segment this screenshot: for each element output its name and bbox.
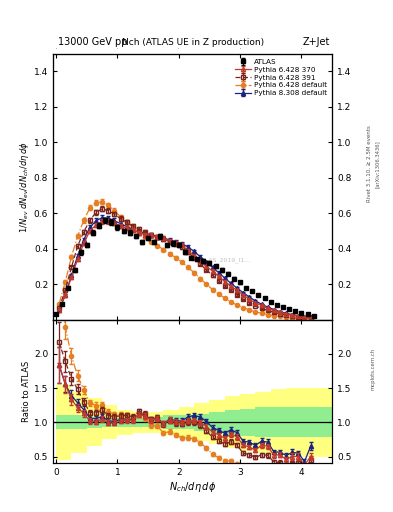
Text: 13000 GeV pp: 13000 GeV pp bbox=[58, 37, 128, 47]
Text: [arXiv:1306.3436]: [arXiv:1306.3436] bbox=[375, 140, 380, 188]
X-axis label: $N_{ch}/d\eta\,d\phi$: $N_{ch}/d\eta\,d\phi$ bbox=[169, 480, 216, 494]
Text: ATLAS_2019_I1...: ATLAS_2019_I1... bbox=[198, 257, 251, 263]
Text: mcplots.cern.ch: mcplots.cern.ch bbox=[371, 348, 376, 390]
Text: Z+Jet: Z+Jet bbox=[303, 37, 330, 47]
Legend: ATLAS, Pythia 6.428 370, Pythia 6.428 391, Pythia 6.428 default, Pythia 8.308 de: ATLAS, Pythia 6.428 370, Pythia 6.428 39… bbox=[234, 57, 329, 98]
Y-axis label: Ratio to ATLAS: Ratio to ATLAS bbox=[22, 361, 31, 422]
Text: Rivet 3.1.10, ≥ 2.5M events: Rivet 3.1.10, ≥ 2.5M events bbox=[367, 125, 372, 202]
Title: Nch (ATLAS UE in Z production): Nch (ATLAS UE in Z production) bbox=[121, 38, 264, 47]
Y-axis label: $1/N_{ev}\;dN_{ev}/dN_{ch}/d\eta\,d\phi$: $1/N_{ev}\;dN_{ev}/dN_{ch}/d\eta\,d\phi$ bbox=[18, 141, 31, 232]
